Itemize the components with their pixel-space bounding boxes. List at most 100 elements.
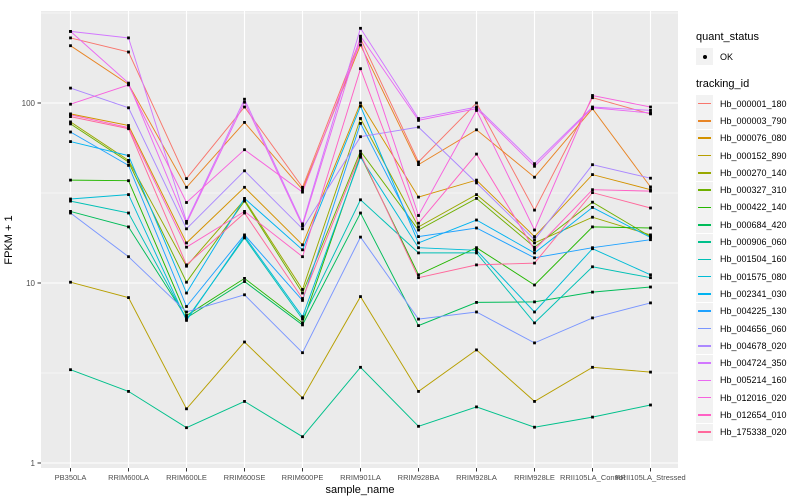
legend-item-label: Hb_000270_140 <box>720 167 787 178</box>
series-line-icon <box>698 189 711 191</box>
quant-status-key <box>696 48 713 65</box>
data-point <box>127 83 130 87</box>
data-point <box>417 235 420 238</box>
data-point <box>185 305 188 308</box>
data-point <box>127 160 130 164</box>
data-point <box>417 276 420 280</box>
series-color-key <box>696 406 713 424</box>
series-line-icon <box>698 137 711 140</box>
legend-item-Hb_004678_020: Hb_004678_020 <box>696 337 800 355</box>
legend-item-Hb_175338_020: Hb_175338_020 <box>696 423 800 441</box>
data-point <box>127 193 130 196</box>
legend-item-Hb_000684_420: Hb_000684_420 <box>696 216 800 234</box>
data-point <box>127 390 130 393</box>
series-color-key <box>696 233 713 251</box>
y-tick-label: 10 <box>26 279 35 288</box>
data-point <box>243 236 246 240</box>
series-color-key <box>696 268 713 286</box>
data-point <box>301 351 304 355</box>
data-point <box>301 299 304 302</box>
x-tick-label: RRIM600PE <box>282 473 324 482</box>
data-point <box>417 424 420 428</box>
legend-item-label: Hb_004656_060 <box>720 323 787 334</box>
series-color-key <box>696 389 713 407</box>
data-point <box>243 169 246 173</box>
x-tick-label: RRIM928BA <box>398 473 440 482</box>
data-point <box>359 122 362 125</box>
series-color-key <box>696 423 713 441</box>
data-point <box>301 255 304 259</box>
data-point <box>301 435 304 439</box>
quant-status-legend-title: quant_status <box>696 31 759 43</box>
x-tick-label: RRII105LA_Stressed <box>615 473 685 482</box>
data-point <box>301 227 304 231</box>
series-line-icon <box>698 431 711 434</box>
data-point <box>533 208 536 212</box>
y-tick-label: 100 <box>22 99 36 108</box>
data-point <box>359 154 362 157</box>
series-color-key <box>696 250 713 268</box>
data-point <box>475 105 478 109</box>
data-point <box>533 300 536 304</box>
data-point <box>69 113 72 117</box>
data-point <box>127 211 130 215</box>
data-point <box>69 211 72 215</box>
data-point <box>359 149 362 153</box>
data-point <box>649 105 652 109</box>
data-point <box>185 263 188 267</box>
data-point <box>475 348 478 352</box>
data-point <box>417 117 420 120</box>
legend-item-ok: OK <box>696 48 800 65</box>
data-point <box>69 140 72 143</box>
data-point <box>185 245 188 249</box>
data-point <box>69 30 72 33</box>
data-point <box>649 370 652 374</box>
x-tick-label: RRIM928LA <box>456 473 497 482</box>
data-point <box>591 206 594 209</box>
series-color-key <box>696 216 713 234</box>
legend-item-label: Hb_000327_310 <box>720 185 787 196</box>
data-point <box>127 154 130 157</box>
data-point <box>649 185 652 189</box>
data-point <box>591 191 594 194</box>
data-point <box>243 185 246 189</box>
data-point <box>69 210 72 213</box>
y-axis-title: FPKM + 1 <box>3 215 15 264</box>
legend-item-label: Hb_000001_180 <box>720 98 787 109</box>
data-point <box>649 189 652 193</box>
legend-item-Hb_000076_080: Hb_000076_080 <box>696 129 800 147</box>
x-tick-label: RRIM928LE <box>514 473 555 482</box>
data-point <box>475 101 478 105</box>
series-line-icon <box>698 172 711 174</box>
legend-item-label: Hb_004678_020 <box>720 340 787 351</box>
data-point <box>185 201 188 204</box>
data-point <box>243 121 246 124</box>
x-tick-label: RRIM600LE <box>166 473 207 482</box>
data-point <box>127 164 130 167</box>
series-color-key <box>696 320 713 337</box>
data-point <box>591 188 594 192</box>
data-point <box>359 26 362 30</box>
data-point <box>301 291 304 295</box>
series-color-key <box>696 112 713 130</box>
legend-item-label: Hb_000684_420 <box>720 219 787 230</box>
series-line-icon <box>698 154 711 157</box>
data-point <box>533 245 536 249</box>
data-point <box>533 321 536 325</box>
data-point <box>475 218 478 222</box>
data-point <box>69 280 72 284</box>
data-point <box>649 111 652 115</box>
legend-item-Hb_000422_140: Hb_000422_140 <box>696 198 800 216</box>
data-point <box>359 155 362 159</box>
data-point <box>243 277 246 280</box>
legend-item-Hb_000906_060: Hb_000906_060 <box>696 233 800 251</box>
series-color-key <box>696 129 713 147</box>
data-point <box>69 36 72 40</box>
data-point <box>475 246 478 250</box>
series-line-icon <box>698 344 711 347</box>
legend-item-label: Hb_001504_160 <box>720 254 787 265</box>
x-tick-label: PB350LA <box>55 473 87 482</box>
data-point <box>533 261 536 265</box>
data-point <box>127 106 130 110</box>
